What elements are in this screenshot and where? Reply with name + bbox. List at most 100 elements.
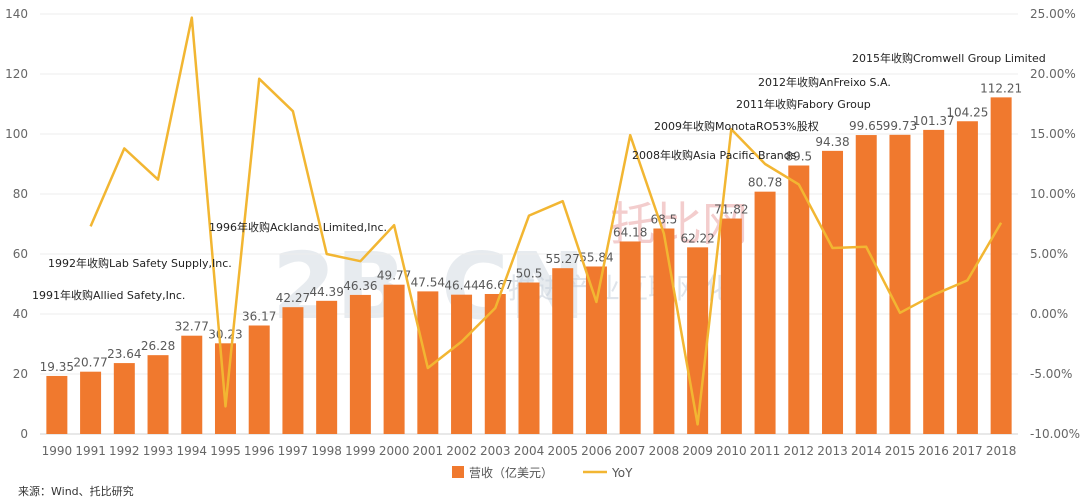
revenue-data-label: 112.21: [980, 81, 1022, 95]
revenue-data-label: 89.5: [785, 150, 812, 164]
acquisition-annotation: 2008年收购Asia Pacific Brands: [632, 148, 797, 162]
left-tick-label: 0: [20, 427, 28, 441]
right-tick-label: 15.00%: [1030, 127, 1076, 141]
x-tick-label: 2006: [581, 444, 612, 458]
revenue-data-label: 62.22: [680, 231, 714, 245]
revenue-bar: [46, 375, 68, 434]
revenue-bar: [923, 129, 945, 434]
x-tick-label: 2012: [784, 444, 815, 458]
x-tick-label: 2008: [649, 444, 680, 458]
right-tick-label: 10.00%: [1030, 187, 1076, 201]
revenue-bar: [181, 335, 203, 434]
revenue-data-label: 42.27: [276, 291, 310, 305]
revenue-data-label: 32.77: [175, 320, 209, 334]
right-axis: -10.00% -5.00% 0.00% 5.00% 10.00% 15.00% 20.00…: [1030, 7, 1080, 441]
revenue-data-label: 99.65: [849, 119, 883, 133]
acquisition-annotation: 2011年收购Fabory Group: [736, 97, 871, 111]
legend-yoy-label: YoY: [611, 466, 633, 480]
x-tick-label: 2005: [547, 444, 578, 458]
revenue-data-label: 19.35: [40, 360, 74, 374]
x-tick-label: 2001: [413, 444, 444, 458]
x-tick-label: 2002: [446, 444, 477, 458]
left-axis: 0 20 40 60 80 100 120 140: [5, 7, 28, 441]
revenue-data-label: 49.77: [377, 269, 411, 283]
revenue-bar: [855, 135, 877, 435]
x-tick-label: 2015: [885, 444, 916, 458]
revenue-bar: [214, 343, 236, 434]
revenue-bar: [552, 268, 574, 434]
revenue-bar: [451, 294, 473, 434]
revenue-data-label: 55.27: [546, 252, 580, 266]
revenue-data-label: 71.82: [714, 203, 748, 217]
x-tick-label: 2007: [615, 444, 646, 458]
left-tick-label: 140: [5, 7, 28, 21]
revenue-bar: [822, 150, 844, 435]
revenue-data-label: 99.73: [883, 119, 917, 133]
revenue-bar: [484, 293, 506, 434]
x-tick-label: 1993: [143, 444, 174, 458]
revenue-data-label: 23.64: [107, 347, 141, 361]
x-tick-label: 2013: [817, 444, 848, 458]
x-tick-label: 2018: [986, 444, 1017, 458]
left-tick-label: 80: [13, 187, 28, 201]
revenue-data-label: 47.54: [411, 275, 445, 289]
acquisition-annotation: 2012年收购AnFreixo S.A.: [758, 75, 891, 89]
revenue-bar: [383, 284, 405, 434]
x-tick-label: 2016: [918, 444, 949, 458]
revenue-data-label: 36.17: [242, 309, 276, 323]
revenue-bar: [80, 371, 102, 434]
revenue-data-label: 26.28: [141, 339, 175, 353]
x-axis: 1990 1991 1992 1993 1994 1995 1996 1997 1998 1999…: [42, 444, 1017, 458]
right-tick-label: 0.00%: [1030, 307, 1068, 321]
x-tick-label: 2000: [379, 444, 410, 458]
x-tick-label: 1999: [345, 444, 376, 458]
yoy-line-series: [89, 16, 1003, 426]
revenue-data-label: 46.44: [444, 279, 478, 293]
revenue-bar: [720, 218, 742, 434]
revenue-data-label: 46.36: [343, 279, 377, 293]
legend: 营收（亿美元） YoY: [452, 465, 633, 480]
x-tick-label: 1990: [42, 444, 73, 458]
x-tick-label: 2017: [952, 444, 983, 458]
x-tick-label: 2014: [851, 444, 882, 458]
revenue-bar: [619, 241, 641, 434]
x-tick-label: 1997: [278, 444, 309, 458]
source-note: 来源：Wind、托比研究: [18, 484, 134, 498]
x-tick-label: 1995: [210, 444, 241, 458]
revenue-data-label: 104.25: [946, 105, 988, 119]
x-tick-label: 2009: [682, 444, 713, 458]
revenue-data-label: 101.37: [913, 114, 955, 128]
left-tick-label: 100: [5, 127, 28, 141]
right-tick-label: -10.00%: [1030, 427, 1080, 441]
legend-revenue-swatch: [452, 466, 464, 478]
acquisition-annotation: 2015年收购Cromwell Group Limited: [852, 51, 1046, 65]
x-tick-label: 2010: [716, 444, 747, 458]
gridlines: [40, 13, 1018, 435]
revenue-data-label: 68.5: [651, 213, 678, 227]
revenue-data-label: 44.39: [309, 285, 343, 299]
revenue-bar: [248, 325, 270, 434]
x-tick-label: 1998: [311, 444, 342, 458]
revenue-bar: [349, 294, 371, 434]
revenue-bars: [46, 97, 1012, 435]
x-tick-label: 2003: [480, 444, 511, 458]
x-tick-label: 2011: [750, 444, 781, 458]
acquisition-annotation: 1996年收购Acklands Limited,Inc.: [209, 220, 387, 234]
revenue-bar: [754, 191, 776, 434]
revenue-bar: [687, 247, 709, 434]
revenue-bar: [113, 363, 135, 434]
right-tick-label: 20.00%: [1030, 67, 1076, 81]
left-tick-label: 20: [13, 367, 28, 381]
right-tick-label: 25.00%: [1030, 7, 1076, 21]
revenue-data-label: 20.77: [73, 356, 107, 370]
revenue-bar: [147, 355, 169, 434]
acquisition-annotations: 1991年收购Allied Safety,Inc. 1992年收购Lab Safe…: [32, 51, 1046, 302]
x-tick-label: 1992: [109, 444, 140, 458]
left-tick-label: 40: [13, 307, 28, 321]
revenue-data-label: 46.67: [478, 278, 512, 292]
revenue-data-label: 50.5: [516, 267, 543, 281]
revenue-bar: [788, 165, 810, 434]
x-tick-label: 1991: [75, 444, 106, 458]
revenue-data-label: 30.23: [208, 327, 242, 341]
